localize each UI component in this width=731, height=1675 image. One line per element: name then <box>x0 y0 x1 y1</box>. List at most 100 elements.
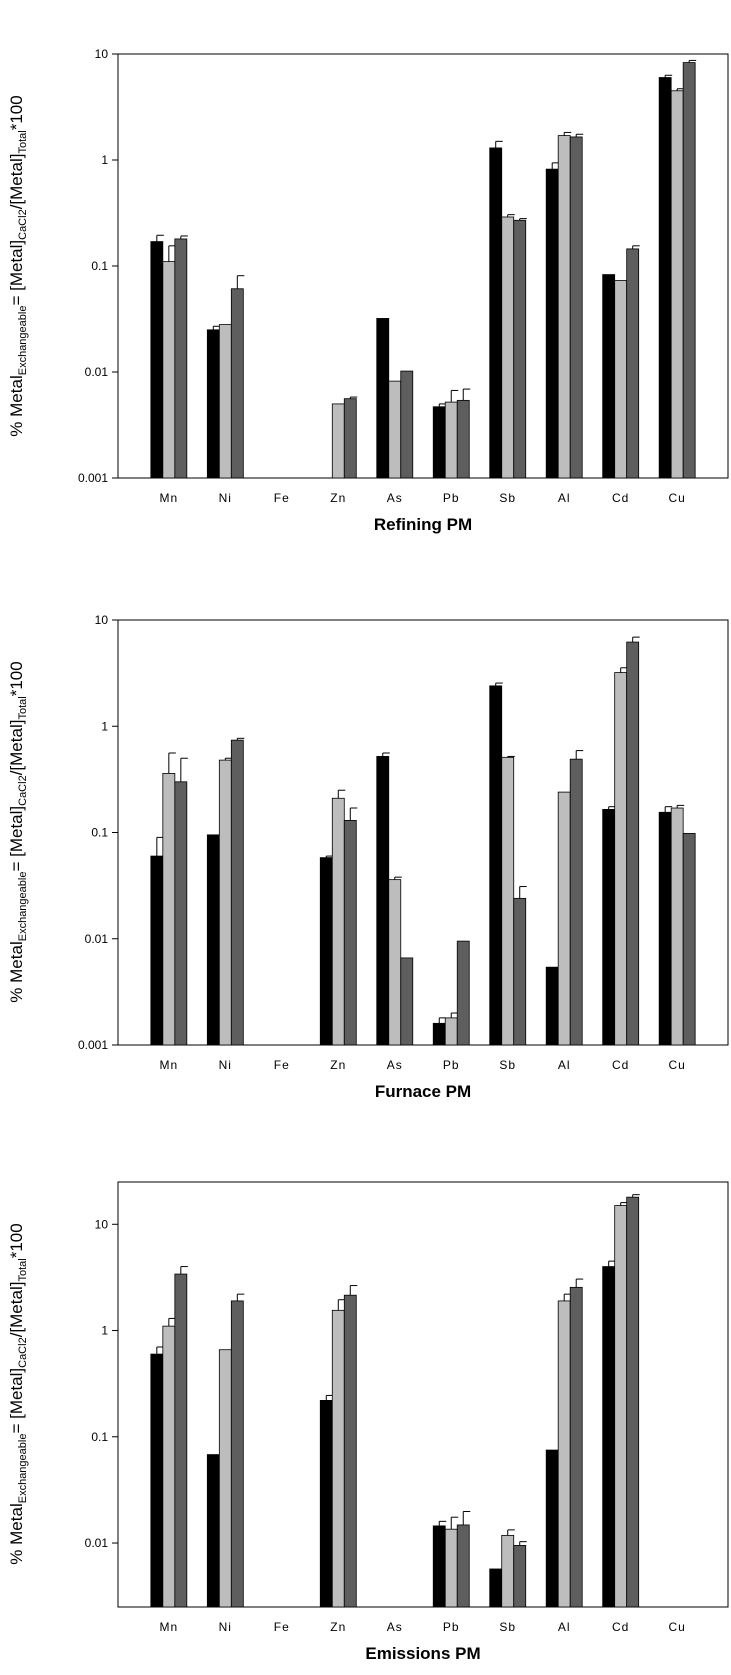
bar-al-s3 <box>569 136 583 479</box>
x-tick-label-cu: Cu <box>668 1620 685 1634</box>
y-label-subscript: Exchangeable <box>17 1434 29 1504</box>
bar-zn-s1 <box>319 1399 333 1608</box>
x-tick-label-al: Al <box>558 1058 571 1072</box>
y-label-text: = [Metal] <box>7 806 26 872</box>
y-tick-label: 1 <box>101 153 108 167</box>
x-tick-label-pb: Pb <box>443 1620 460 1634</box>
bar-cd-s3 <box>626 1196 640 1608</box>
bar-sb-s1 <box>489 147 503 479</box>
y-label-text: = [Metal] <box>7 1368 26 1434</box>
y-tick-label: 1 <box>101 719 108 733</box>
bar-ni-s2 <box>218 1349 232 1608</box>
x-tick-label-al: Al <box>558 1620 571 1634</box>
bar-ni-s3 <box>230 288 244 479</box>
plot-frame <box>117 1181 729 1608</box>
bar-ni-s2 <box>218 324 232 479</box>
x-tick-label-mn: Mn <box>159 491 178 505</box>
bar-pb-s2 <box>444 1017 458 1046</box>
x-tick-label-zn: Zn <box>330 491 346 505</box>
x-tick-label-fe: Fe <box>274 1058 290 1072</box>
bar-al-s2 <box>557 791 571 1046</box>
x-tick-label-as: As <box>387 1058 403 1072</box>
bar-as-s1 <box>376 318 390 479</box>
bar-zn-s3 <box>343 1294 357 1608</box>
x-tick-label-zn: Zn <box>330 1058 346 1072</box>
bar-al-s3 <box>569 758 583 1046</box>
bar-cd-s1 <box>602 274 616 479</box>
y-label-text: = [Metal] <box>7 240 26 306</box>
x-tick-label-fe: Fe <box>274 1620 290 1634</box>
bar-mn-s2 <box>162 772 176 1046</box>
bar-zn-s2 <box>331 797 345 1046</box>
bar-cu-s3 <box>682 62 696 479</box>
bar-cd-s2 <box>614 1205 628 1608</box>
bar-al-s2 <box>557 1300 571 1608</box>
bar-cu-s1 <box>658 77 672 479</box>
bar-pb-s2 <box>444 1528 458 1608</box>
y-tick-label: 0.001 <box>78 1038 108 1052</box>
bar-cu-s2 <box>670 90 684 479</box>
bar-as-s2 <box>388 380 402 479</box>
x-tick-label-ni: Ni <box>219 1058 232 1072</box>
x-tick-label-mn: Mn <box>159 1058 178 1072</box>
y-label-subscript: Total <box>17 130 29 153</box>
chart-panel-2: 0.001 0.01 0.1 1 10 Mn Ni Fe Zn As Pb Sb Al Cd Cu Furna… <box>7 613 729 1101</box>
y-label-text: *100 <box>7 95 26 130</box>
y-label-subscript: CaCl <box>17 1343 29 1367</box>
bar-al-s1 <box>545 966 559 1046</box>
x-tick-label-cu: Cu <box>668 1058 685 1072</box>
x-tick-label-cd: Cd <box>612 1620 629 1634</box>
y-tick-label: 10 <box>95 1217 109 1231</box>
bar-as-s1 <box>376 756 390 1046</box>
bar-zn-s1 <box>319 857 333 1046</box>
bar-cd-s1 <box>602 1266 616 1608</box>
x-tick-label-al: Al <box>558 491 571 505</box>
y-label-subscript: CaCl <box>17 781 29 805</box>
y-label-text: *100 <box>7 661 26 696</box>
bar-ni-s3 <box>230 1300 244 1608</box>
y-tick-label: 0.01 <box>85 932 109 946</box>
y-label-text: /[Metal] <box>7 1282 26 1338</box>
y-tick-label: 10 <box>95 47 109 61</box>
y-label-subscript: CaCl <box>17 215 29 239</box>
bar-zn-s2 <box>331 1309 345 1608</box>
bar-cu-s1 <box>658 811 672 1046</box>
bar-mn-s1 <box>150 241 164 479</box>
y-axis-label: % MetalExchangeable= [Metal]CaCl2/[Metal… <box>7 661 29 1002</box>
y-label-subscript: 2 <box>17 1337 29 1343</box>
bar-sb-s1 <box>489 1568 503 1608</box>
x-tick-label-as: As <box>387 1620 403 1634</box>
bar-pb-s3 <box>456 940 470 1046</box>
bar-sb-s2 <box>501 1534 515 1608</box>
y-tick-label: 0.01 <box>85 1536 109 1550</box>
y-label-subscript: Exchangeable <box>17 306 29 376</box>
x-axis-title: Refining PM <box>374 515 472 534</box>
bar-zn-s3 <box>343 398 357 479</box>
x-tick-label-sb: Sb <box>499 1058 516 1072</box>
chart-panel-1: 0.001 0.01 0.1 1 10 Mn Ni Fe Zn As Pb Sb Al Cd Cu Refin… <box>7 47 729 534</box>
bar-sb-s2 <box>501 216 515 479</box>
x-tick-label-as: As <box>387 491 403 505</box>
bar-sb-s2 <box>501 756 515 1046</box>
bar-pb-s1 <box>432 406 446 479</box>
y-label-subscript: Exchangeable <box>17 872 29 942</box>
y-label-text: % Metal <box>7 941 26 1002</box>
bar-sb-s1 <box>489 685 503 1046</box>
bar-ni-s1 <box>206 1454 220 1608</box>
bar-al-s2 <box>557 135 571 479</box>
bar-mn-s3 <box>174 781 188 1046</box>
x-tick-label-pb: Pb <box>443 1058 460 1072</box>
bar-mn-s3 <box>174 1273 188 1608</box>
bar-pb-s2 <box>444 401 458 479</box>
bar-al-s1 <box>545 168 559 479</box>
bar-sb-s3 <box>513 219 527 479</box>
y-tick-label: 0.001 <box>78 471 108 485</box>
bar-cd-s1 <box>602 808 616 1046</box>
bar-mn-s2 <box>162 1325 176 1608</box>
bar-cd-s2 <box>614 280 628 479</box>
bar-cd-s2 <box>614 672 628 1046</box>
bar-cu-s2 <box>670 807 684 1046</box>
bar-zn-s2 <box>331 403 345 479</box>
